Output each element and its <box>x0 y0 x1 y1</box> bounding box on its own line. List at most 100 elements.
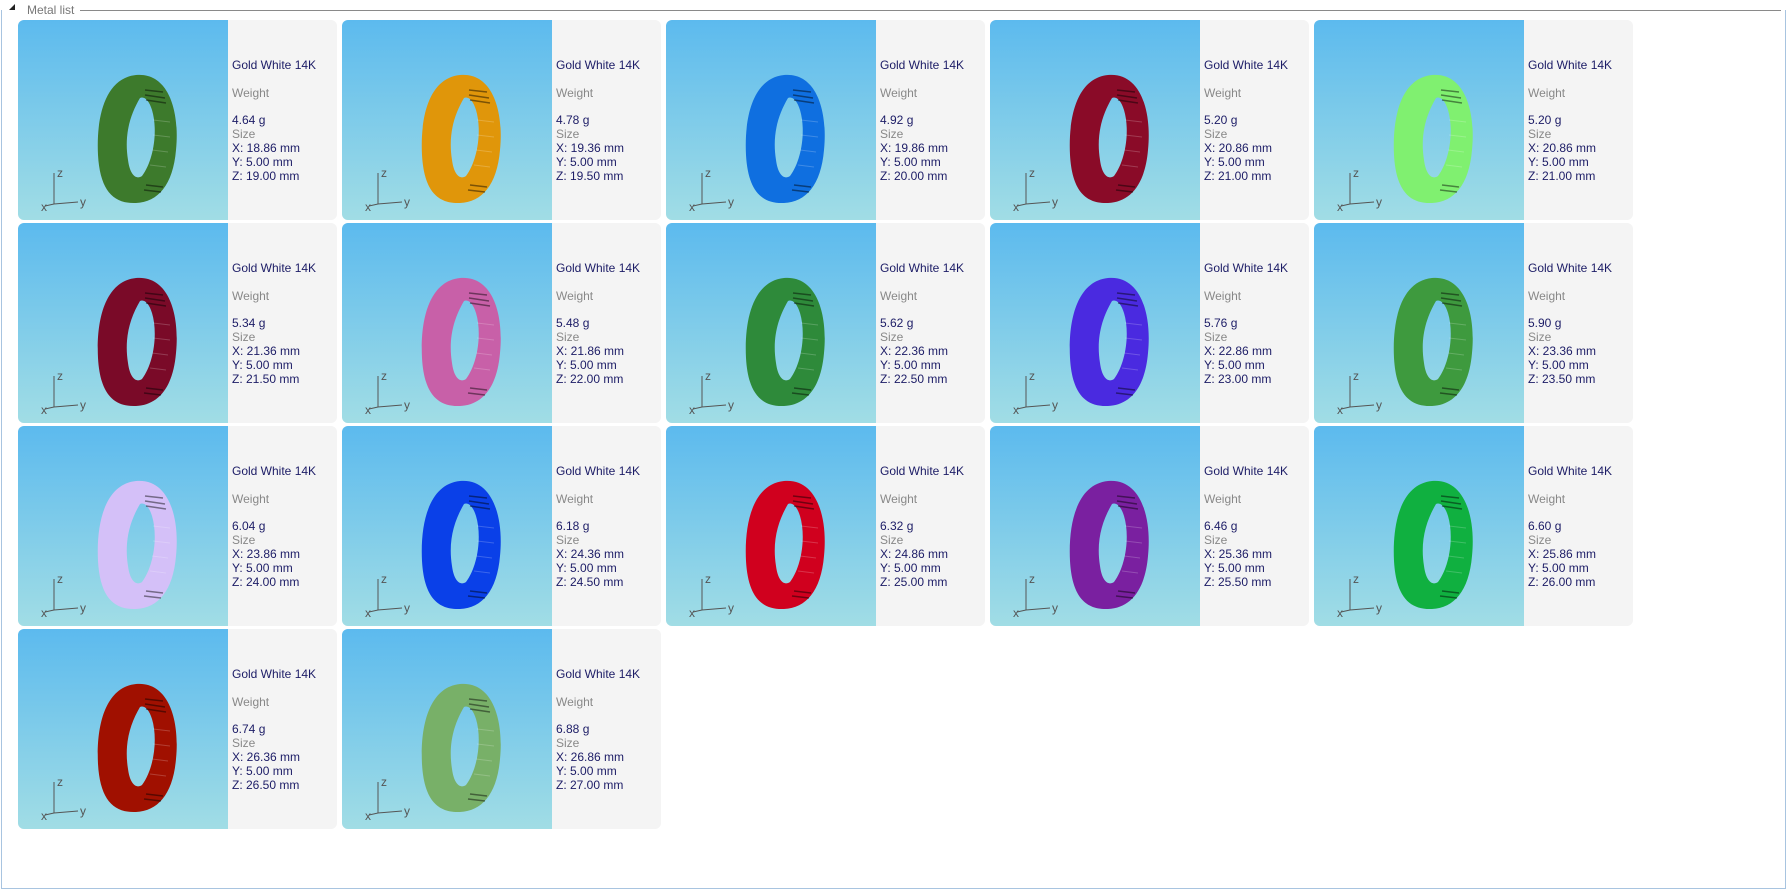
weight-value: 4.78 g <box>556 113 590 127</box>
size-x: X: 18.86 mm <box>232 141 301 155</box>
size-x: X: 23.36 mm <box>1528 344 1597 358</box>
size-x: X: 24.86 mm <box>880 547 949 561</box>
size-x: X: 22.36 mm <box>880 344 949 358</box>
ring-preview: z y x <box>666 20 876 220</box>
metal-card[interactable]: z y x Gold White 14K Weight 6.04 g Size X:… <box>18 426 337 626</box>
weight-label: Weight <box>1528 86 1566 100</box>
metal-card[interactable]: z y x Gold White 14K Weight 4.78 g Size X:… <box>342 20 661 220</box>
metal-name: Gold White 14K <box>556 667 641 681</box>
weight-label: Weight <box>880 492 918 506</box>
ring-icon <box>421 480 501 610</box>
size-label: Size <box>232 736 256 750</box>
weight-label: Weight <box>556 289 594 303</box>
metal-name: Gold White 14K <box>232 58 317 72</box>
axis-gizmo-icon: z y x <box>365 369 410 417</box>
metal-card[interactable]: z y x Gold White 14K Weight 6.88 g Size X:… <box>342 629 661 829</box>
axis-gizmo-icon: z y x <box>689 369 734 417</box>
weight-label: Weight <box>232 492 270 506</box>
weight-label: Weight <box>232 289 270 303</box>
weight-label: Weight <box>232 86 270 100</box>
ring-icon <box>97 277 177 407</box>
metal-card[interactable]: z y x Gold White 14K Weight 6.60 g Size X:… <box>1314 426 1633 626</box>
svg-text:x: x <box>1013 403 1019 417</box>
size-label: Size <box>232 330 256 344</box>
svg-text:y: y <box>80 398 86 412</box>
size-y: Y: 5.00 mm <box>232 764 293 778</box>
weight-value: 5.76 g <box>1204 316 1238 330</box>
size-label: Size <box>232 533 256 547</box>
metal-card[interactable]: z y x Gold White 14K Weight 5.76 g Size X:… <box>990 223 1309 423</box>
size-label: Size <box>556 533 580 547</box>
metal-card[interactable]: z y x Gold White 14K Weight 4.92 g Size X:… <box>666 20 985 220</box>
ring-preview: z y x <box>666 426 876 626</box>
size-z: Z: 26.50 mm <box>232 778 300 792</box>
axis-gizmo-icon: z y x <box>41 572 86 620</box>
ring-icon <box>421 683 501 813</box>
metal-card[interactable]: z y x Gold White 14K Weight 5.62 g Size X:… <box>666 223 985 423</box>
svg-text:z: z <box>57 166 63 180</box>
svg-text:z: z <box>705 572 711 586</box>
svg-text:y: y <box>728 195 734 209</box>
axis-gizmo-icon: z y x <box>365 775 410 823</box>
size-z: Z: 27.00 mm <box>556 778 624 792</box>
metal-card[interactable]: z y x Gold White 14K Weight 6.74 g Size X:… <box>18 629 337 829</box>
axis-gizmo-icon: z y x <box>1337 572 1382 620</box>
metal-card[interactable]: z y x Gold White 14K Weight 4.64 g Size X:… <box>18 20 337 220</box>
weight-value: 6.18 g <box>556 519 590 533</box>
size-x: X: 22.86 mm <box>1204 344 1273 358</box>
ring-preview: z y x <box>342 426 552 626</box>
metal-name: Gold White 14K <box>1204 261 1289 275</box>
svg-text:y: y <box>80 804 86 818</box>
metal-card[interactable]: z y x Gold White 14K Weight 6.32 g Size X:… <box>666 426 985 626</box>
ring-icon <box>1069 74 1149 204</box>
svg-text:y: y <box>1376 398 1382 412</box>
svg-text:x: x <box>1337 403 1343 417</box>
svg-text:x: x <box>41 809 47 823</box>
weight-value: 6.88 g <box>556 722 590 736</box>
axis-gizmo-icon: z y x <box>1337 369 1382 417</box>
size-label: Size <box>1204 127 1228 141</box>
ring-preview: z y x <box>990 20 1200 220</box>
size-x: X: 24.36 mm <box>556 547 625 561</box>
size-y: Y: 5.00 mm <box>232 561 293 575</box>
size-z: Z: 24.50 mm <box>556 575 624 589</box>
size-y: Y: 5.00 mm <box>1528 358 1589 372</box>
weight-label: Weight <box>1204 289 1242 303</box>
metal-card[interactable]: z y x Gold White 14K Weight 5.48 g Size X:… <box>342 223 661 423</box>
metal-card[interactable]: z y x Gold White 14K Weight 6.18 g Size X:… <box>342 426 661 626</box>
size-x: X: 19.36 mm <box>556 141 625 155</box>
ring-icon <box>1393 74 1473 204</box>
size-z: Z: 20.00 mm <box>880 169 948 183</box>
metal-name: Gold White 14K <box>1528 464 1613 478</box>
svg-text:y: y <box>728 601 734 615</box>
axis-gizmo-icon: z y x <box>1013 369 1058 417</box>
svg-text:x: x <box>689 606 695 620</box>
ring-preview: z y x <box>342 20 552 220</box>
ring-preview: z y x <box>342 223 552 423</box>
axis-gizmo-icon: z y x <box>1013 166 1058 214</box>
weight-label: Weight <box>556 492 594 506</box>
weight-value: 4.92 g <box>880 113 914 127</box>
svg-text:z: z <box>1353 572 1359 586</box>
svg-text:x: x <box>365 200 371 214</box>
size-z: Z: 25.50 mm <box>1204 575 1272 589</box>
collapse-triangle-icon[interactable] <box>9 4 15 10</box>
ring-icon <box>1069 277 1149 407</box>
metal-card[interactable]: z y x Gold White 14K Weight 5.20 g Size X:… <box>990 20 1309 220</box>
size-label: Size <box>556 127 580 141</box>
axis-gizmo-icon: z y x <box>365 572 410 620</box>
ring-preview: z y x <box>18 426 228 626</box>
size-label: Size <box>880 127 904 141</box>
size-x: X: 21.86 mm <box>556 344 625 358</box>
svg-text:y: y <box>404 601 410 615</box>
metal-card[interactable]: z y x Gold White 14K Weight 6.46 g Size X:… <box>990 426 1309 626</box>
metal-card[interactable]: z y x Gold White 14K Weight 5.20 g Size X:… <box>1314 20 1633 220</box>
metal-card[interactable]: z y x Gold White 14K Weight 5.34 g Size X:… <box>18 223 337 423</box>
metal-card[interactable]: z y x Gold White 14K Weight 5.90 g Size X:… <box>1314 223 1633 423</box>
ring-preview: z y x <box>1314 426 1524 626</box>
metal-name: Gold White 14K <box>556 261 641 275</box>
size-x: X: 25.86 mm <box>1528 547 1597 561</box>
svg-text:x: x <box>365 403 371 417</box>
size-y: Y: 5.00 mm <box>1204 358 1265 372</box>
svg-text:y: y <box>404 804 410 818</box>
